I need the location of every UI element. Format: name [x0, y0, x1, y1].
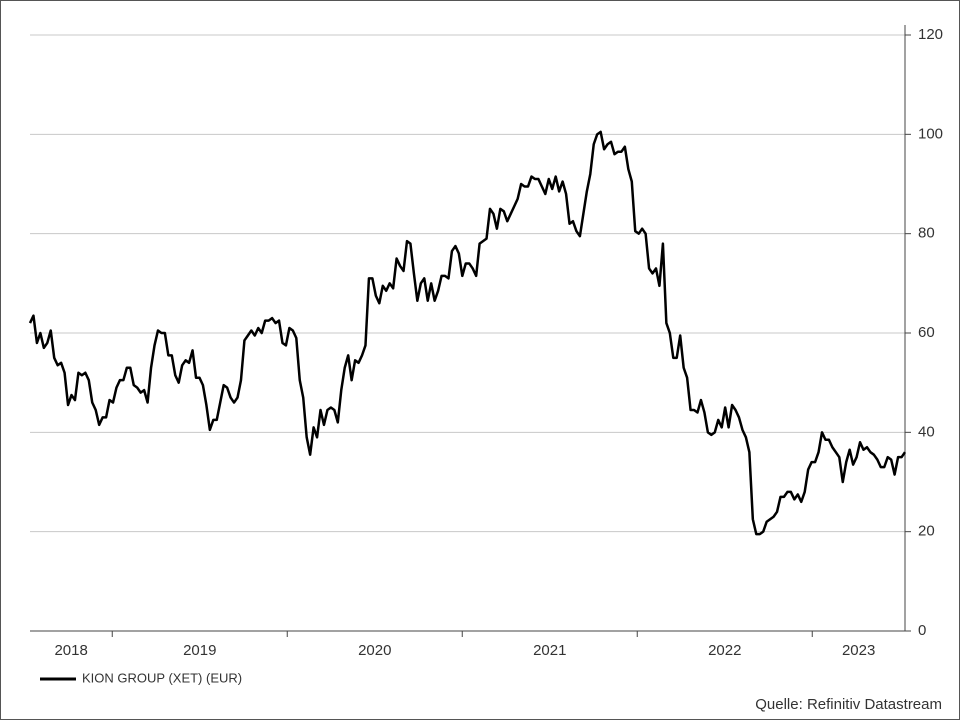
source-note: Quelle: Refinitiv Datastream	[755, 696, 942, 713]
y-tick-label: 100	[918, 125, 943, 142]
x-tick-label: 2020	[358, 642, 391, 659]
x-tick-label: 2023	[842, 642, 875, 659]
y-tick-label: 120	[918, 26, 943, 43]
price-line	[28, 130, 907, 536]
x-tick-label: 2021	[533, 642, 566, 659]
legend-label: KION GROUP (XET) (EUR)	[82, 670, 242, 685]
y-tick-label: 80	[918, 225, 935, 242]
x-tick-label: 2018	[54, 642, 87, 659]
y-tick-label: 20	[918, 523, 935, 540]
x-tick-label: 2019	[183, 642, 216, 659]
y-tick-label: 40	[918, 423, 935, 440]
y-tick-label: 0	[918, 622, 926, 639]
x-tick-label: 2022	[708, 642, 741, 659]
y-tick-label: 60	[918, 324, 935, 341]
